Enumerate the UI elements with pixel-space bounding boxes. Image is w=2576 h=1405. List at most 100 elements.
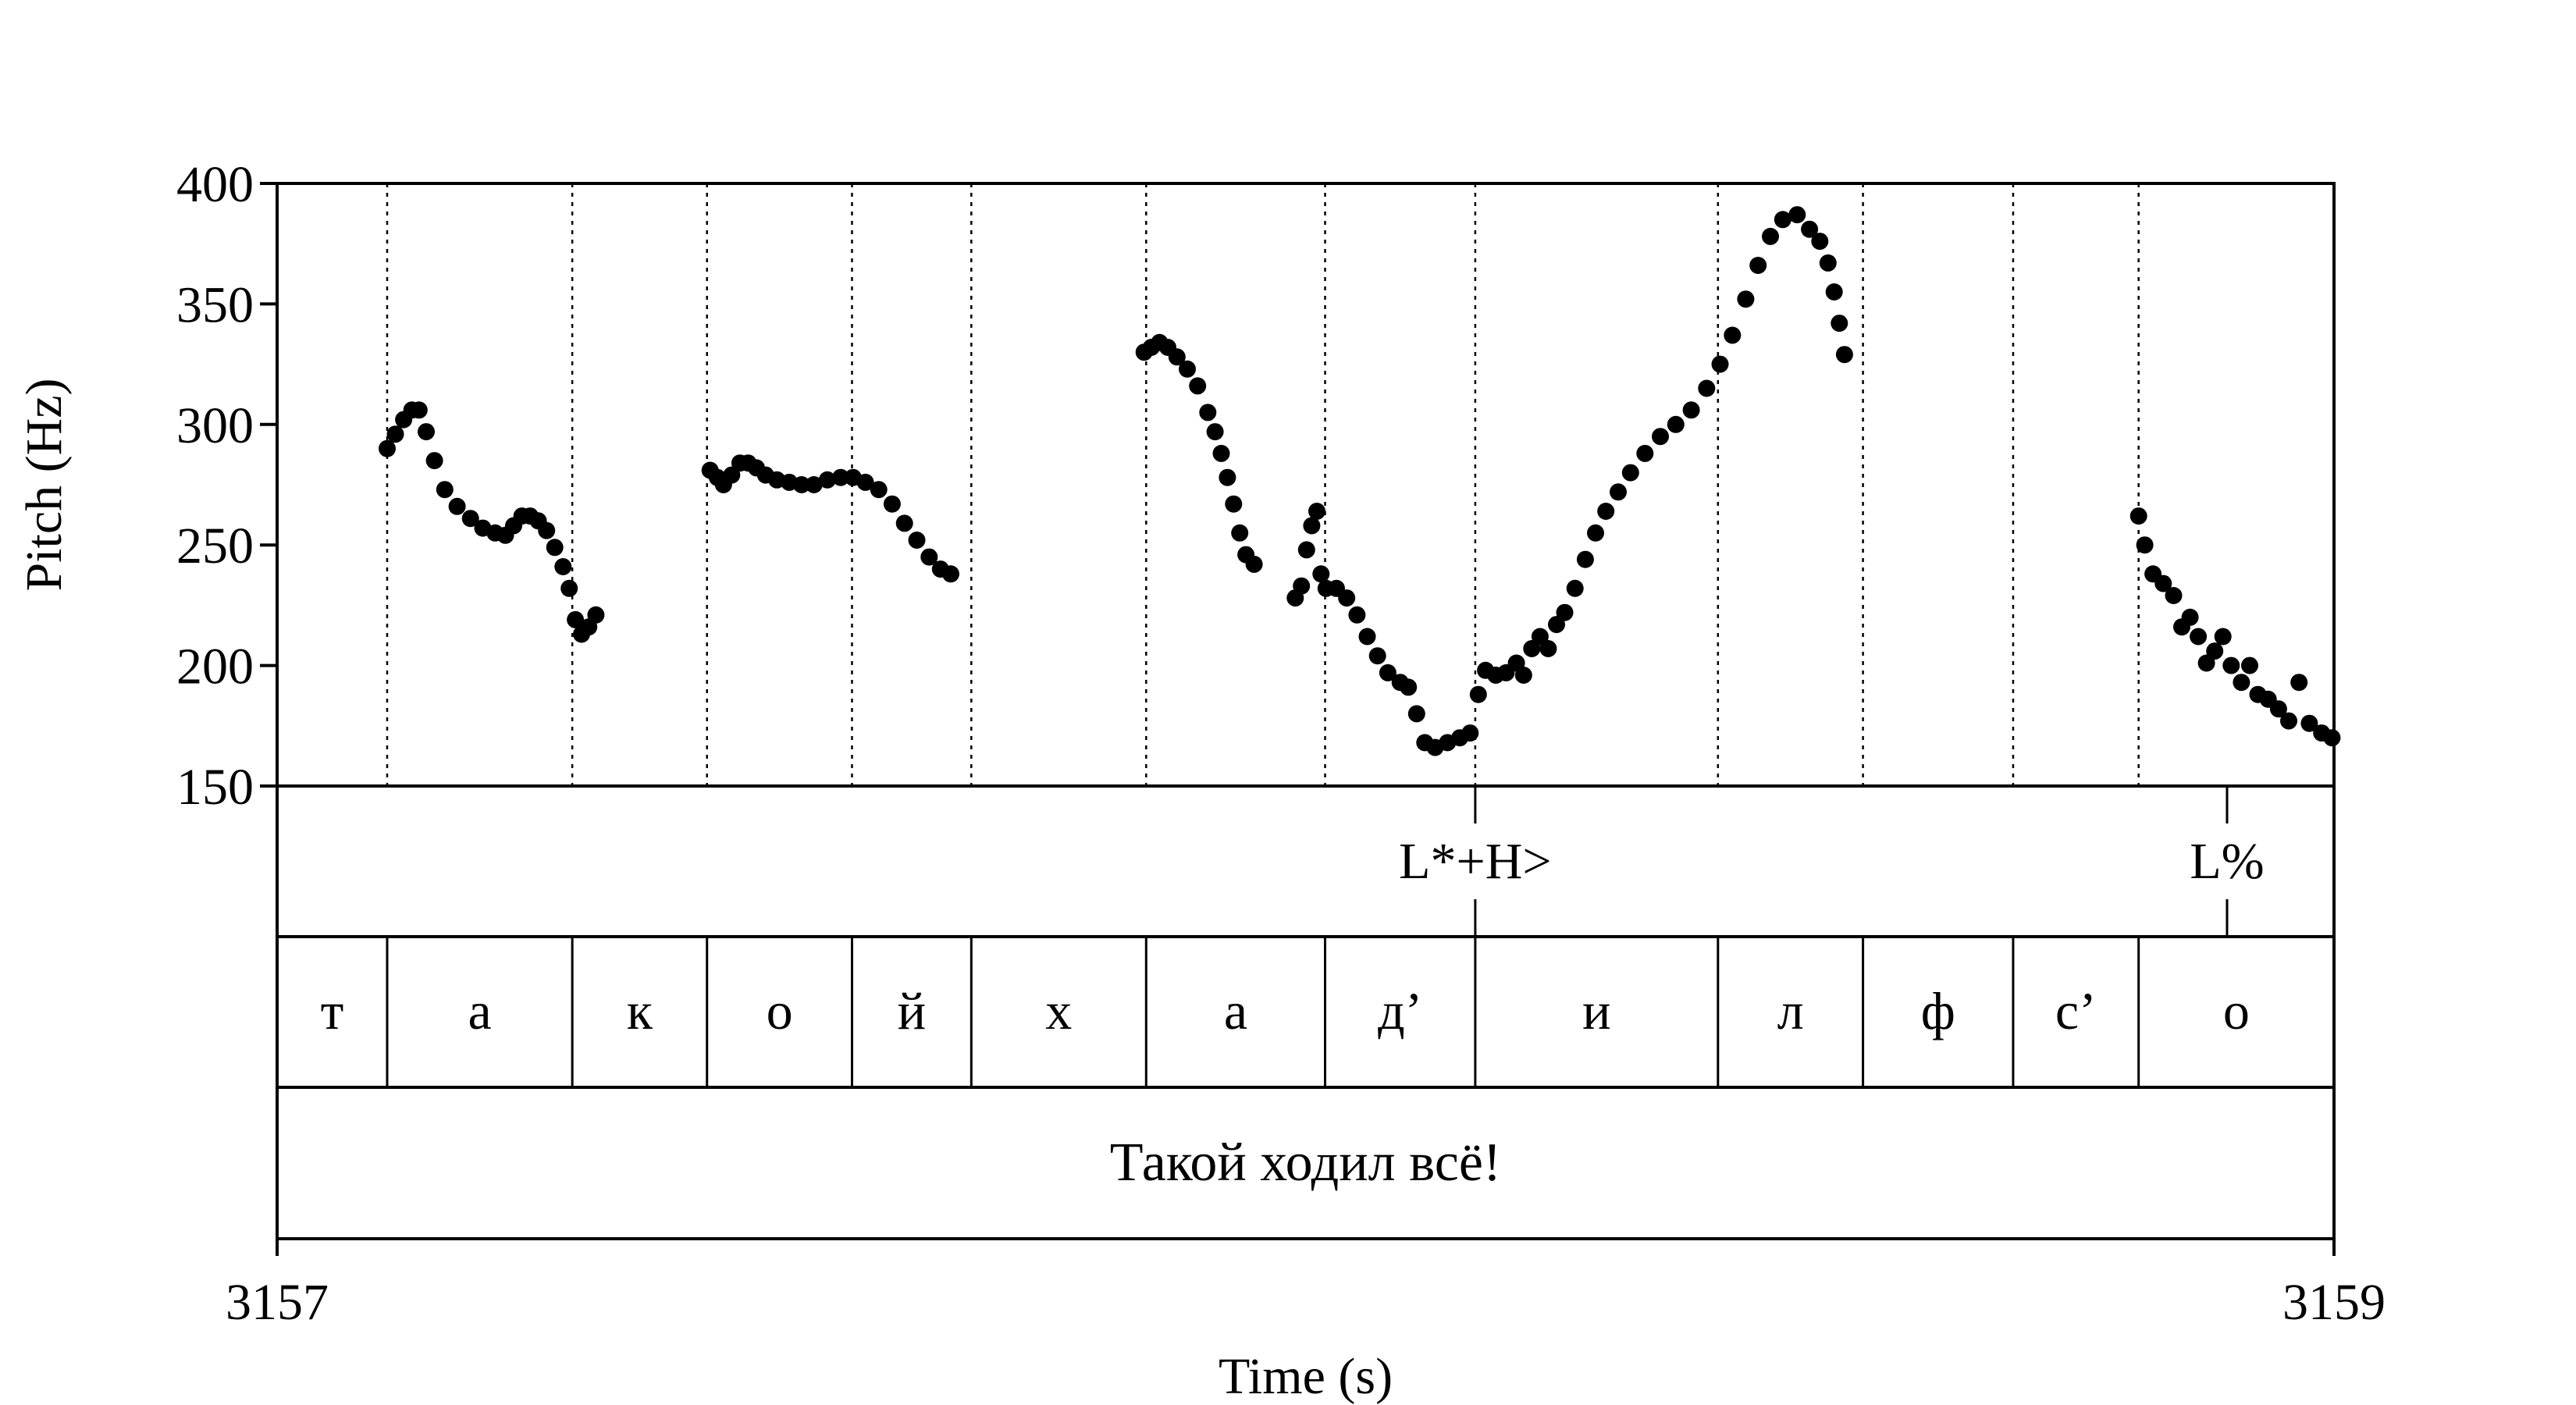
pitch-point	[723, 466, 741, 484]
x-axis-label: Time (s)	[1219, 1348, 1393, 1405]
pitch-point	[1749, 257, 1767, 274]
pitch-point	[1523, 640, 1541, 657]
segment-tier: т а к о й х а д’ и л ф с’ о	[321, 937, 2250, 1087]
pitch-point	[942, 565, 959, 583]
x-axis: 3157 3159	[226, 1239, 2386, 1331]
pitch-point	[1379, 663, 1397, 681]
pitch-point	[546, 539, 564, 557]
pitch-point	[1597, 503, 1615, 520]
pitch-point	[2206, 642, 2224, 660]
segment-label: х	[1045, 981, 1072, 1040]
pitch-point	[2241, 656, 2258, 674]
tone-tier: L*+H> L%	[1399, 786, 2265, 937]
pitch-point	[2129, 507, 2147, 525]
pitch-point	[856, 473, 874, 491]
pitch-point	[1711, 355, 1729, 373]
pitch-point	[1400, 678, 1418, 696]
segment-label: ф	[1921, 981, 1955, 1040]
pitch-point	[908, 532, 926, 549]
segment-label: т	[321, 981, 344, 1040]
annotation-tiers-frame	[276, 784, 2336, 1240]
segment-label: а	[468, 981, 491, 1040]
pitch-point	[410, 401, 428, 419]
pitch-point	[2233, 674, 2250, 692]
pitch-point	[792, 476, 810, 493]
pitch-point	[425, 452, 443, 470]
pitch-point	[2222, 656, 2240, 674]
pitch-point	[1358, 628, 1376, 646]
pitch-point	[560, 579, 578, 597]
segment-label: а	[1224, 981, 1247, 1040]
pitch-point	[2214, 628, 2232, 646]
pitch-plot-frame	[276, 182, 2336, 788]
pitch-point	[2181, 608, 2199, 626]
segment-label: д’	[1378, 981, 1422, 1040]
pitch-point	[2269, 700, 2287, 718]
pitch-point	[418, 423, 435, 441]
y-axis-label: Pitch (Hz)	[16, 378, 73, 591]
pitch-point	[1610, 483, 1627, 501]
pitch-point	[805, 476, 823, 493]
pitch-point	[2323, 729, 2341, 747]
x-tick-label: 3157	[226, 1274, 329, 1331]
pitch-point	[832, 468, 849, 486]
pitch-point	[1835, 346, 1853, 364]
pitch-point	[2280, 712, 2297, 730]
pitch-point	[870, 481, 888, 499]
pitch-point	[1212, 444, 1230, 462]
y-tick-label: 250	[176, 518, 254, 574]
pitch-point	[1698, 379, 1716, 397]
pitch-point	[2136, 536, 2154, 554]
y-tick-label: 150	[176, 759, 254, 816]
pitch-point	[587, 606, 605, 624]
pitch-point	[1576, 550, 1594, 568]
x-tick-label: 3159	[2282, 1274, 2386, 1331]
segment-label: й	[898, 981, 926, 1040]
pitch-point	[1514, 667, 1532, 684]
word-label: Такой ходил всё!	[1110, 1133, 1501, 1193]
y-tick-label: 350	[176, 276, 254, 333]
pitch-point	[448, 497, 466, 515]
pitch-point	[883, 495, 901, 513]
pitch-point	[1206, 423, 1224, 441]
pitch-point	[1548, 616, 1565, 634]
pitch-point	[1667, 415, 1685, 433]
pitch-point	[1308, 503, 1325, 520]
pitch-point	[1168, 348, 1186, 366]
pitch-point	[1219, 468, 1236, 486]
pitch-point	[1303, 517, 1321, 535]
segment-label: о	[767, 981, 793, 1040]
pitch-point	[567, 610, 585, 628]
pitch-point	[1368, 647, 1386, 665]
pitch-contour-points	[379, 206, 2341, 756]
pitch-point	[1825, 283, 1843, 301]
pitch-point	[1338, 589, 1356, 607]
segment-label: с’	[2055, 981, 2097, 1040]
segment-boundary-grid	[386, 183, 2140, 786]
pitch-point	[1225, 495, 1243, 513]
segment-label: к	[627, 981, 653, 1040]
pitch-point	[1539, 640, 1557, 657]
pitch-point	[1312, 565, 1330, 583]
pitch-point	[1652, 428, 1669, 446]
pitch-point	[386, 425, 404, 443]
pitch-point	[1179, 360, 1196, 378]
pitch-point	[1531, 628, 1549, 646]
pitch-point	[1189, 377, 1207, 395]
pitch-point	[2165, 587, 2183, 604]
pitch-point	[1556, 603, 1574, 621]
pitch-point	[1811, 233, 1829, 251]
pitch-point	[1801, 220, 1819, 238]
pitch-point	[1348, 606, 1366, 624]
pitch-point	[1231, 524, 1249, 542]
pitch-point	[895, 514, 913, 532]
pitch-point	[1297, 541, 1315, 559]
pitch-point	[1831, 315, 1848, 333]
segment-label: л	[1777, 981, 1804, 1040]
pitch-point	[1682, 401, 1700, 419]
pitch-point	[554, 558, 572, 575]
pitch-point	[461, 510, 479, 528]
pitch-point	[436, 481, 454, 499]
pitch-point	[1293, 577, 1311, 595]
